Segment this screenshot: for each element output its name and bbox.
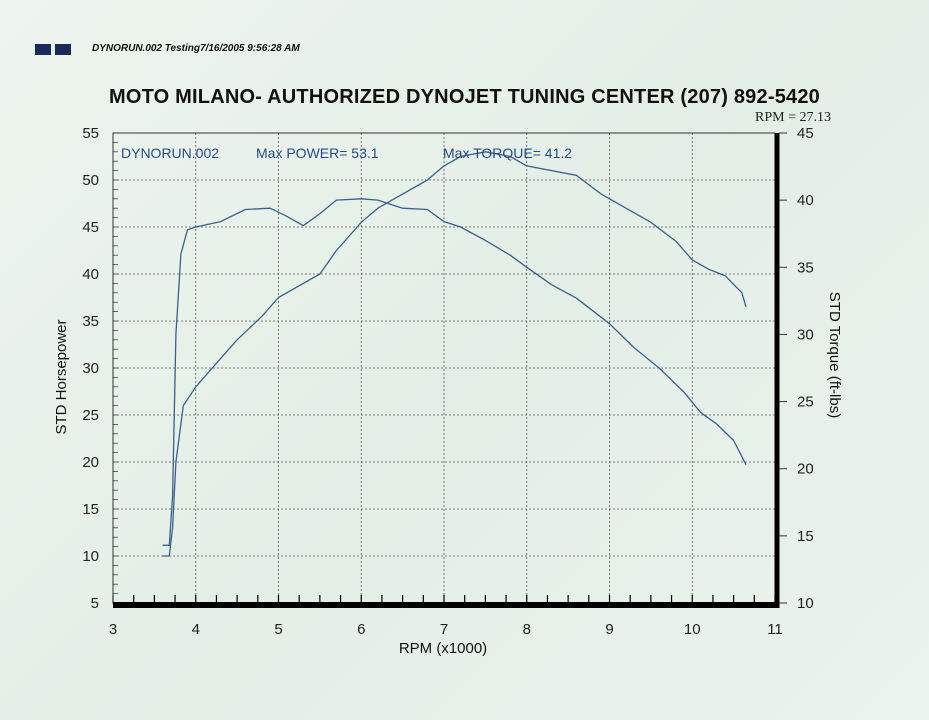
y-axis-label: STD Horsepower	[53, 319, 70, 434]
y-tick-label: 35	[82, 313, 99, 330]
y2-tick-label: 35	[797, 259, 814, 276]
y-tick-label: 50	[82, 172, 99, 189]
y2-axis-label: STD Torque (ft-lbs)	[826, 292, 843, 418]
series-layer	[163, 152, 746, 556]
y2-tick-label: 10	[797, 595, 814, 612]
y-tick-label: 15	[82, 501, 99, 518]
y2-tick-label: 45	[797, 125, 814, 142]
y-tick-label: 5	[91, 595, 99, 612]
y-tick-label: 10	[82, 548, 99, 565]
tick-layer: 3 4 5 6 7 8 9 10 1151015202530354045505510152025…	[82, 125, 813, 638]
y-tick-label: 45	[82, 219, 99, 236]
x-tick-label: 5	[274, 621, 282, 638]
y2-tick-label: 15	[797, 528, 814, 545]
plot-frame	[113, 133, 777, 608]
x-tick-label: 4	[192, 621, 200, 638]
x-tick-label: 10	[684, 621, 701, 638]
y2-tick-label: 25	[797, 394, 814, 411]
y-tick-label: 30	[82, 360, 99, 377]
y2-tick-label: 40	[797, 192, 814, 209]
y2-tick-label: 20	[797, 461, 814, 478]
x-tick-label: 9	[605, 621, 613, 638]
x-tick-label: 8	[523, 621, 531, 638]
x-tick-label: 7	[440, 621, 448, 638]
series-horsepower-line	[163, 152, 746, 556]
y-tick-label: 55	[82, 125, 99, 142]
y-tick-label: 25	[82, 407, 99, 424]
x-axis-label: RPM (x1000)	[399, 640, 487, 657]
x-tick-label: 6	[357, 621, 365, 638]
annotation-max-power: Max POWER= 53.1	[256, 145, 379, 161]
series-torque-line	[163, 199, 746, 546]
annotation-max-torque: Max TORQUE= 41.2	[443, 145, 572, 161]
annotation-run: DYNORUN.002	[121, 145, 219, 161]
y-tick-label: 20	[82, 454, 99, 471]
y2-tick-label: 30	[797, 326, 814, 343]
x-tick-label: 3	[109, 621, 117, 638]
y-tick-label: 40	[82, 266, 99, 283]
x-tick-label: 11	[767, 621, 783, 638]
